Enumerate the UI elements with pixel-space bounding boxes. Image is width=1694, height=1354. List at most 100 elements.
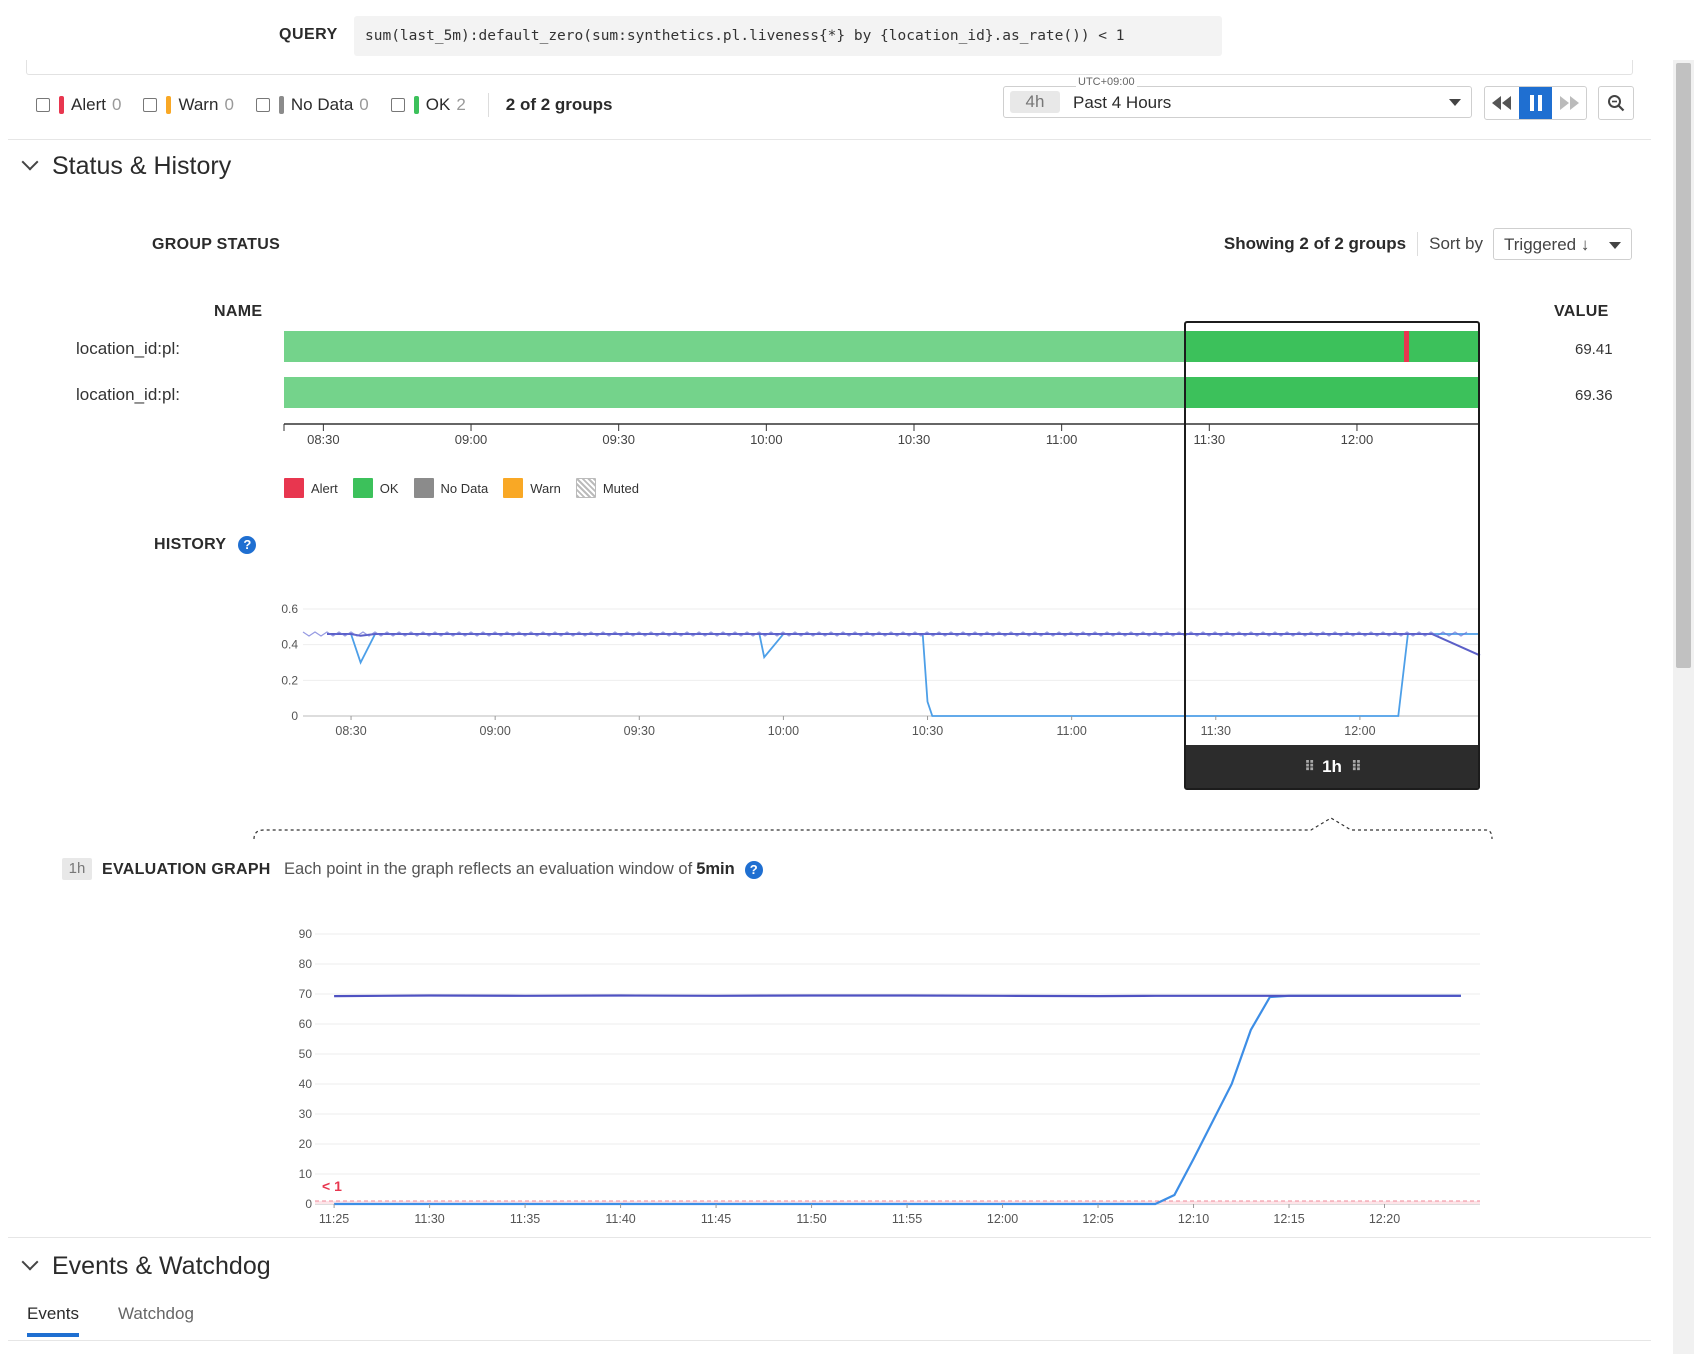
tab-watchdog[interactable]: Watchdog <box>117 1304 194 1323</box>
scrollbar-thumb[interactable] <box>1676 63 1691 668</box>
showing-groups-label: Showing 2 of 2 groups <box>1223 234 1407 253</box>
history-heading: HISTORY ? <box>154 536 257 554</box>
filter-no-data[interactable]: No Data 0 <box>255 95 369 115</box>
legend-label: No Data <box>440 480 489 496</box>
y-tick-label: 0.4 <box>281 638 298 652</box>
filter-count: 0 <box>224 95 234 114</box>
chevron-down-icon <box>1449 99 1461 106</box>
legend-label: OK <box>379 480 399 496</box>
x-tick-label: 09:00 <box>480 724 511 738</box>
drag-handle-icon[interactable]: ⠿ <box>1304 758 1315 774</box>
events-tabs: Events Watchdog <box>27 1304 233 1337</box>
evaluation-heading: EVALUATION GRAPH <box>102 861 271 878</box>
vertical-scrollbar[interactable] <box>1673 60 1694 1354</box>
evaluation-chart: 0 10 20 30 40 50 60 70 80 90 11:25 11:30 11:35 11:40… <box>299 927 1480 1226</box>
legend-ok: OK <box>352 478 399 498</box>
timeline-ticks: 08:30 09:00 09:30 10:00 10:30 11:00 11:30 12:00 <box>307 424 1373 447</box>
y-tick-label: 20 <box>299 1137 313 1151</box>
legend-swatch <box>352 478 373 498</box>
status-bar-ok[interactable] <box>284 377 1184 408</box>
x-tick-label: 11:30 <box>414 1212 444 1226</box>
filter-label: OK <box>425 95 451 114</box>
fast-forward-icon <box>1560 96 1580 110</box>
group-row-name[interactable]: location_id:pl: <box>76 339 180 358</box>
status-bar-ok[interactable] <box>1184 331 1480 362</box>
timeline-tick-label: 11:00 <box>1046 432 1078 447</box>
legend-alert: Alert <box>284 478 338 498</box>
status-bar-ok[interactable] <box>1184 377 1480 408</box>
x-tick-label: 11:35 <box>510 1212 540 1226</box>
sort-select[interactable]: Triggered ↓ <box>1493 228 1632 260</box>
x-tick-label: 11:55 <box>892 1212 922 1226</box>
evaluation-xticks: 11:25 11:30 11:35 11:40 11:45 11:50 11:55 12:00… <box>319 1204 1400 1226</box>
alert-color-bar <box>59 96 64 114</box>
y-tick-label: 70 <box>299 987 313 1001</box>
groups-count: 2 of 2 groups <box>505 95 613 114</box>
checkbox[interactable] <box>255 98 270 112</box>
timeline-tick-label: 12:00 <box>1341 432 1374 447</box>
pause-button[interactable] <box>1518 87 1553 119</box>
range-selector-handle[interactable]: ⠿ 1h ⠿ <box>1186 745 1478 788</box>
drag-handle-icon[interactable]: ⠿ <box>1350 758 1362 774</box>
section-title: Events & Watchdog <box>52 1252 271 1280</box>
group-status-heading: GROUP STATUS <box>152 236 281 253</box>
ok-color-bar <box>413 96 419 114</box>
time-range-picker[interactable]: UTC+09:00 4h Past 4 Hours <box>1003 76 1472 118</box>
time-range-label: Past 4 Hours <box>1073 93 1172 112</box>
query-text[interactable]: sum(last_5m):default_zero(sum:synthetics… <box>354 16 1222 56</box>
x-tick-label: 11:00 <box>1056 724 1086 738</box>
checkbox[interactable] <box>36 98 50 112</box>
status-history-header[interactable]: Status & History <box>21 152 232 181</box>
status-bar-ok[interactable] <box>284 331 1184 362</box>
playback-controls <box>1484 86 1587 120</box>
legend-muted: Muted <box>575 478 639 498</box>
evaluation-series <box>334 994 1461 1206</box>
divider <box>8 1340 1651 1341</box>
status-legend: Alert OK No Data Warn Muted <box>284 478 654 498</box>
y-tick-label: 0.6 <box>281 602 298 616</box>
x-tick-label: 12:20 <box>1369 1212 1400 1226</box>
zoom-bracket <box>253 817 1493 840</box>
checkbox[interactable] <box>390 98 405 112</box>
status-bar-alert[interactable] <box>1404 331 1409 362</box>
threshold-area <box>315 1201 1480 1204</box>
events-watchdog-header[interactable]: Events & Watchdog <box>21 1252 271 1281</box>
y-tick-label: 0.2 <box>281 673 298 687</box>
sort-value: Triggered ↓ <box>1504 235 1590 254</box>
timeline-tick-label: 09:00 <box>455 432 488 447</box>
y-tick-label: 30 <box>299 1107 313 1121</box>
evaluation-description: Each point in the graph reflects an eval… <box>284 860 763 879</box>
x-tick-label: 10:30 <box>912 724 943 738</box>
legend-swatch <box>575 478 596 498</box>
group-status-timeline: 08:30 09:00 09:30 10:00 10:30 11:00 11:30 12:00 <box>283 331 1480 447</box>
y-tick-label: 0 <box>291 709 298 723</box>
help-icon[interactable]: ? <box>238 536 257 554</box>
group-row-value: 69.36 <box>1575 387 1613 404</box>
evaluation-series-line[interactable] <box>334 994 1461 1206</box>
legend-label: Warn <box>530 480 561 496</box>
rewind-button[interactable] <box>1485 87 1519 119</box>
filter-alert[interactable]: Alert 0 <box>36 95 121 115</box>
checkbox[interactable] <box>143 98 158 112</box>
evaluation-series-line[interactable] <box>334 994 1461 998</box>
history-series <box>302 631 1481 717</box>
help-icon[interactable]: ? <box>744 860 763 879</box>
magnifier-icon <box>1608 95 1625 112</box>
section-title: Status & History <box>52 152 232 180</box>
range-selector-frame[interactable] <box>1184 321 1480 790</box>
separator <box>1417 232 1419 256</box>
group-row-name[interactable]: location_id:pl: <box>76 385 180 404</box>
fast-forward-button[interactable] <box>1552 87 1586 119</box>
no-data-color-bar <box>278 96 284 114</box>
evaluation-window: 5min <box>696 860 735 878</box>
legend-swatch <box>503 478 524 498</box>
tab-events[interactable]: Events <box>27 1304 79 1337</box>
filter-ok[interactable]: OK 2 <box>390 95 466 115</box>
zoom-button[interactable] <box>1598 86 1634 120</box>
time-range-badge: 4h <box>1010 91 1060 113</box>
filter-label: Warn <box>178 95 219 114</box>
timezone-label: UTC+09:00 <box>1076 76 1137 88</box>
y-tick-label: 60 <box>299 1017 313 1031</box>
filter-warn[interactable]: Warn 0 <box>143 95 234 115</box>
evaluation-description-text: Each point in the graph reflects an eval… <box>284 860 693 878</box>
